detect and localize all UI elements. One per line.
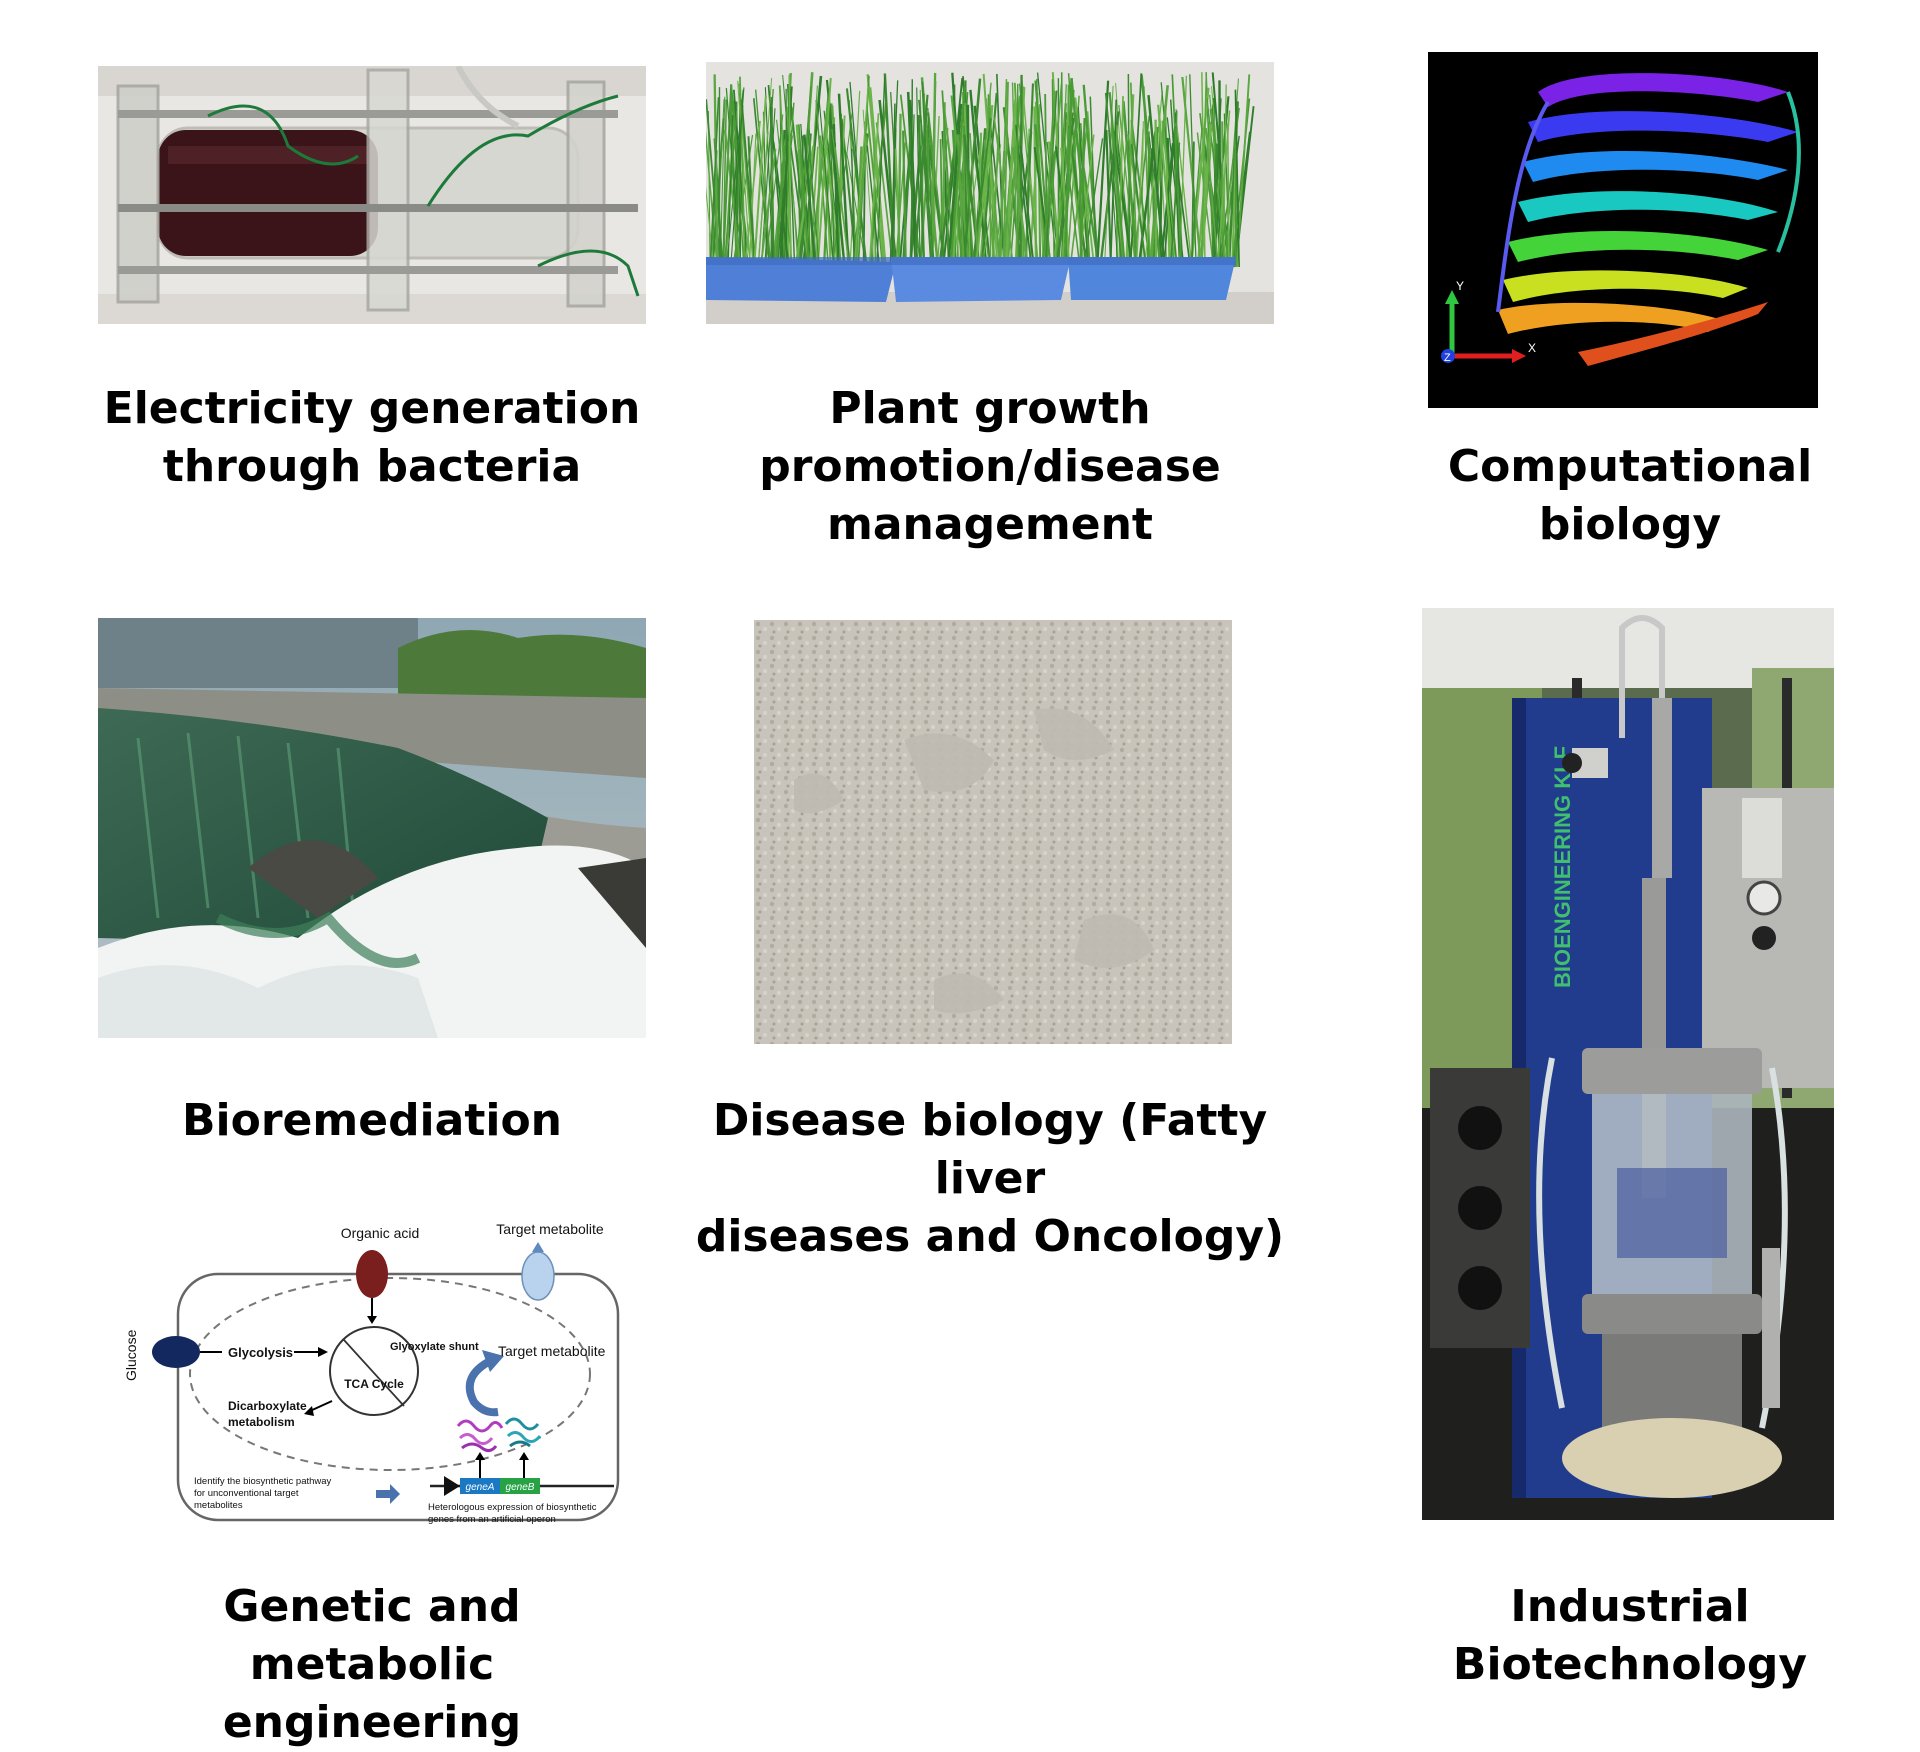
electricity-caption: Electricity generation through bacteria [103, 383, 641, 492]
glycolysis-label: Glycolysis [228, 1345, 293, 1360]
heterologous-note-1: Heterologous expression of biosynthetic [428, 1502, 597, 1513]
target-metabolite-right-label: Target metabolite [498, 1343, 606, 1359]
heterologous-note-2: genes from an artificial operon [428, 1514, 556, 1525]
bioremediation-image [98, 618, 646, 1038]
protein-structure-image: Y X Z [1428, 52, 1818, 408]
genetic-caption: Genetic and metabolic engineering [222, 1581, 522, 1748]
dicarboxylate-label-2: metabolism [228, 1415, 295, 1429]
micrograph-image [754, 620, 1232, 1044]
protein-b-icon [504, 1417, 542, 1448]
plant-caption: Plant growth promotion/disease managemen… [759, 383, 1221, 550]
dicarboxylate-label-1: Dicarboxylate [228, 1399, 307, 1413]
machine-label: BIOENGINEERING KLF [1550, 746, 1575, 988]
computational-caption: Computational biology [1447, 441, 1813, 550]
glyoxylate-shunt-label: Glyoxylate shunt [390, 1341, 479, 1353]
axis-y-label: Y [1456, 279, 1464, 293]
target-metabolite-top-label: Target metabolite [496, 1221, 604, 1237]
gene-b-label: geneB [506, 1482, 535, 1493]
identify-note-1: Identify the biosynthetic pathway [194, 1476, 332, 1487]
grass-blades [706, 72, 1255, 268]
bioremediation-caption: Bioremediation [181, 1095, 562, 1146]
industrial-caption: Industrial Biotechnology [1452, 1581, 1808, 1690]
protein-a-icon [456, 1419, 504, 1453]
identify-note-3: metabolites [194, 1500, 243, 1511]
identify-note-2: for unconventional target [194, 1488, 299, 1499]
disease-caption: Disease biology (Fatty liver diseases an… [695, 1095, 1285, 1262]
plant-image [706, 62, 1274, 324]
gene-a-label: geneA [466, 1482, 495, 1493]
metabolic-diagram: Organic acid Target metabolite Glucose G… [118, 1216, 630, 1528]
axis-z-label: Z [1444, 352, 1451, 364]
tca-cycle-label: TCA Cycle [344, 1377, 404, 1391]
axis-x-label: X [1528, 341, 1536, 355]
organic-acid-label: Organic acid [341, 1225, 420, 1241]
bioreactor-image: BIOENGINEERING KLF [1422, 608, 1834, 1520]
electricity-image [98, 66, 646, 324]
glucose-label: Glucose [123, 1329, 139, 1381]
